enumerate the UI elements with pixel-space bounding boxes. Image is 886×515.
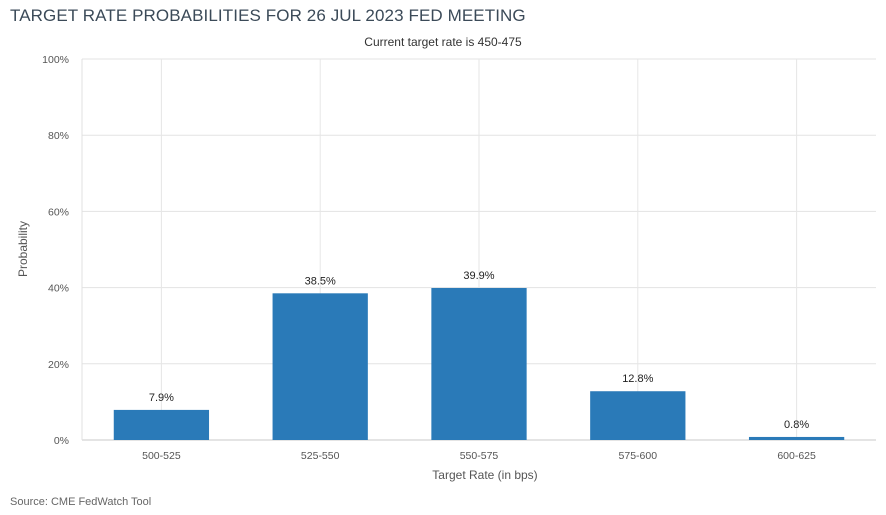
y-tick-label: 0%: [54, 435, 69, 447]
bar: [113, 409, 210, 440]
source-note: Source: CME FedWatch Tool: [10, 496, 152, 508]
bar: [431, 287, 527, 440]
data-labels: 7.9% 38.5% 39.9% 12.8% 0.8%: [149, 270, 809, 431]
y-tick-label: 60%: [48, 206, 69, 218]
y-tick-label: 80%: [48, 130, 69, 142]
x-tick-label: 575-600: [619, 450, 658, 462]
data-label: 39.9%: [463, 270, 494, 282]
bar: [748, 436, 845, 440]
bars: [113, 287, 845, 440]
bar: [272, 293, 368, 440]
x-tick-labels: 500-525 525-550 550-575 575-600 600-625: [142, 450, 816, 462]
y-tick-label: 20%: [48, 359, 69, 371]
y-tick-label: 40%: [48, 283, 69, 295]
data-label: 0.8%: [784, 419, 809, 431]
data-label: 12.8%: [622, 373, 653, 385]
x-axis-label: Target Rate (in bps): [432, 468, 537, 482]
data-label: 7.9%: [149, 392, 174, 404]
y-tick-label: 100%: [42, 54, 69, 66]
chart-subtitle: Current target rate is 450-475: [364, 35, 522, 49]
chart-title: TARGET RATE PROBABILITIES FOR 26 JUL 202…: [10, 6, 526, 25]
x-tick-label: 550-575: [460, 450, 499, 462]
x-tick-label: 500-525: [142, 450, 181, 462]
y-tick-labels: 0% 20% 40% 60% 80% 100%: [42, 54, 69, 447]
data-label: 38.5%: [305, 275, 336, 287]
x-tick-label: 600-625: [777, 450, 816, 462]
y-axis-label: Probability: [16, 221, 30, 277]
bar: [590, 391, 686, 440]
x-tick-label: 525-550: [301, 450, 340, 462]
